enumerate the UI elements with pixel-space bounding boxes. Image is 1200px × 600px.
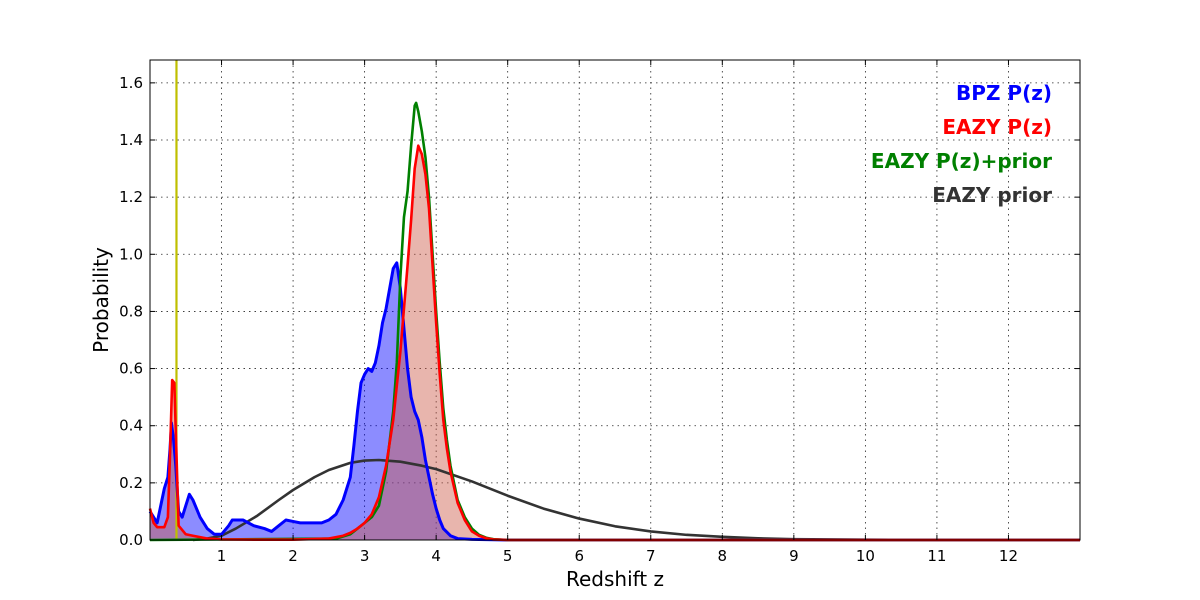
line-eazy-p-z- xyxy=(148,144,1080,542)
legend-entry: EAZY prior xyxy=(932,183,1052,207)
y-axis-label: Probability xyxy=(89,247,113,353)
x-tick-label: 11 xyxy=(927,547,946,565)
y-tick-label: 1.4 xyxy=(119,131,143,149)
x-tick-label: 3 xyxy=(360,547,370,565)
x-tick-label: 8 xyxy=(718,547,728,565)
x-tick-label: 12 xyxy=(999,547,1018,565)
x-tick-label: 6 xyxy=(574,547,584,565)
x-tick-label: 4 xyxy=(431,547,441,565)
legend-entry: EAZY P(z) xyxy=(942,115,1052,139)
line-bpz-p-z- xyxy=(148,261,1080,542)
plot-area: 1 2 3 4 5 6 7 8 9 10 11 120.00.20.40.60.81.01.21.41… xyxy=(119,59,1081,565)
y-tick-label: 0.2 xyxy=(119,474,143,492)
y-tick-label: 1.6 xyxy=(119,74,143,92)
axes-frame xyxy=(149,59,1081,541)
legend-entry: EAZY P(z)+prior xyxy=(871,149,1052,173)
y-tick-label: 0.0 xyxy=(119,531,143,549)
x-tick-label: 5 xyxy=(503,547,513,565)
line-eazy-p-z-prior xyxy=(149,101,1080,542)
x-tick-label: 7 xyxy=(646,547,656,565)
x-tick-label: 2 xyxy=(288,547,298,565)
y-tick-label: 1.2 xyxy=(119,188,143,206)
x-tick-label: 10 xyxy=(856,547,875,565)
x-axis-label: Redshift z xyxy=(566,567,664,591)
legend: BPZ P(z) EAZY P(z) EAZY P(z)+prior EAZY pri… xyxy=(871,81,1052,207)
y-tick-label: 0.4 xyxy=(119,417,143,435)
plot-background xyxy=(150,60,1080,540)
y-tick-label: 0.6 xyxy=(119,360,143,378)
y-tick-label: 1.0 xyxy=(119,245,143,263)
legend-entry: BPZ P(z) xyxy=(956,81,1052,105)
y-tick-label: 0.8 xyxy=(119,302,143,320)
x-tick-label: 9 xyxy=(789,547,799,565)
x-tick-label: 1 xyxy=(217,547,227,565)
